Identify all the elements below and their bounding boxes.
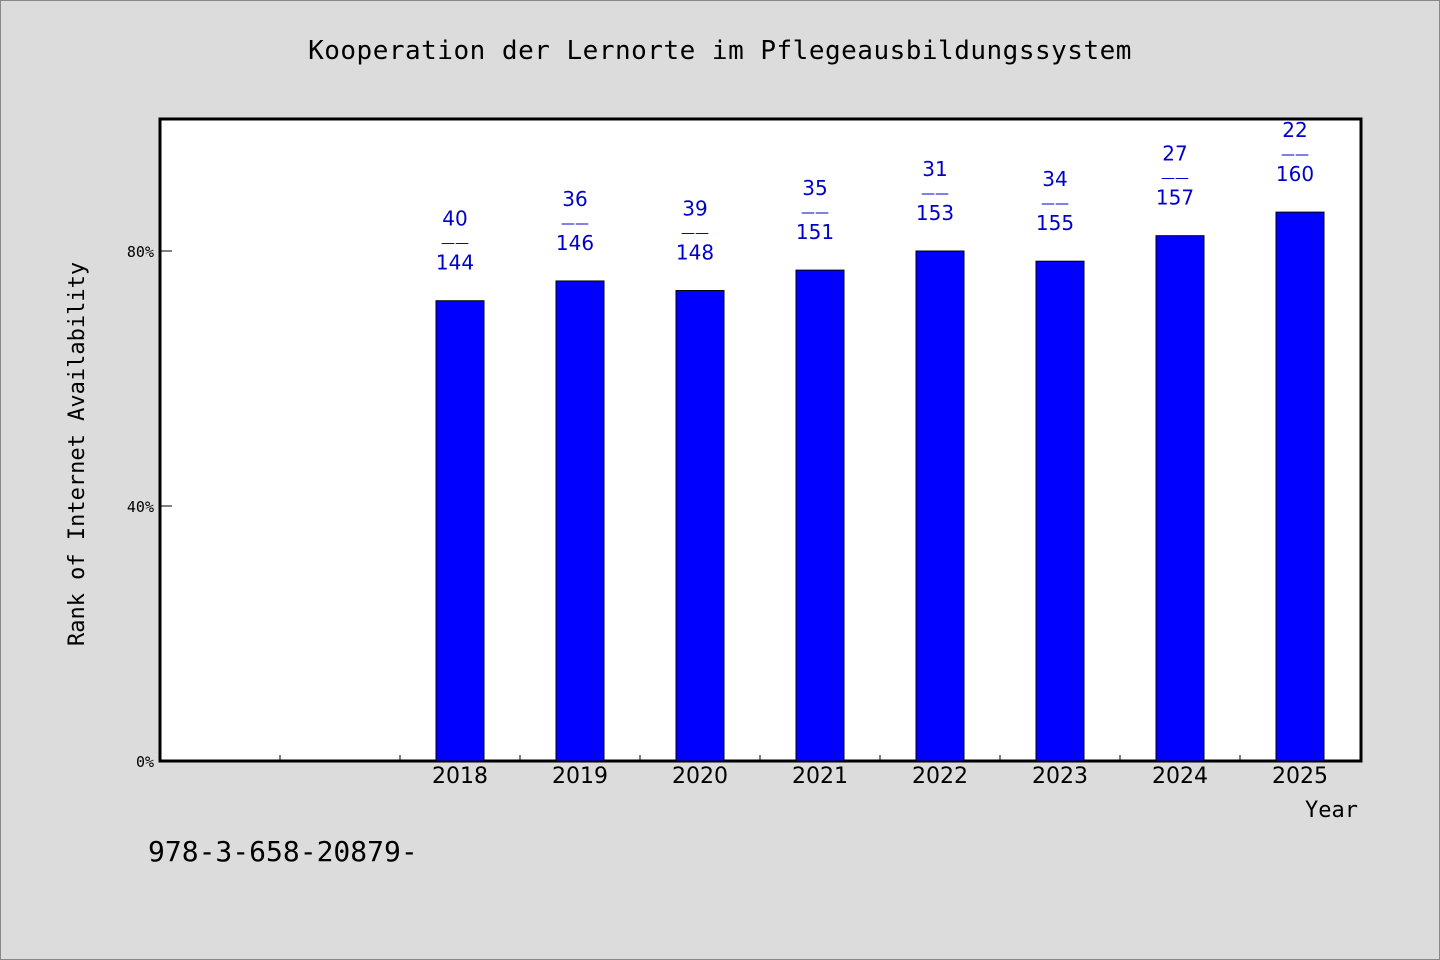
data-label-separator: ——	[801, 205, 829, 221]
data-label-separator: ——	[441, 236, 469, 252]
x-tick-label: 2019	[552, 764, 608, 789]
data-label-top: 35	[802, 176, 827, 200]
x-tick-label: 2021	[792, 764, 848, 789]
data-label-separator: ——	[1041, 196, 1069, 212]
data-label-top: 31	[922, 157, 947, 181]
chart-title: Kooperation der Lernorte im Pflegeausbil…	[308, 36, 1132, 66]
y-tick-label: 40%	[127, 498, 154, 516]
data-label-top: 39	[682, 197, 707, 221]
data-label-top: 34	[1042, 167, 1067, 191]
data-label-bottom: 148	[676, 241, 714, 265]
x-tick-label: 2024	[1152, 764, 1208, 789]
bar-2018	[435, 300, 485, 762]
bar-2023	[1035, 260, 1085, 762]
data-label-top: 22	[1282, 118, 1307, 142]
data-label-separator: ——	[1281, 147, 1309, 163]
y-axis-label: Rank of Internet Availability	[65, 262, 90, 646]
data-label-bottom: 155	[1036, 211, 1074, 235]
y-tick-label: 0%	[136, 753, 154, 771]
bar-2019	[555, 280, 605, 762]
y-tick-label: 80%	[127, 243, 154, 261]
bar-2025	[1275, 211, 1325, 762]
data-label-separator: ——	[681, 226, 709, 242]
data-label-bottom: 144	[436, 251, 474, 275]
x-tick-label: 2020	[672, 764, 728, 789]
x-axis-label: Year	[1305, 798, 1358, 823]
isbn-text: 978-3-658-20879-	[148, 835, 418, 868]
x-tick-label: 2022	[912, 764, 968, 789]
data-label-bottom: 146	[556, 231, 594, 255]
data-label-separator: ——	[1161, 171, 1189, 187]
x-tick-label: 2023	[1032, 764, 1088, 789]
x-tick-label: 2018	[432, 764, 488, 789]
bar-2021	[795, 269, 845, 762]
axis-ticks: 0% 40% 80% 2018 2019 2020 2021 2022 2023 2024 2025	[127, 243, 1328, 789]
data-label-top: 36	[562, 187, 587, 211]
data-label-bottom: 151	[796, 220, 834, 244]
data-labels: 40——14436——14639——14835——15131——15334——1…	[436, 118, 1314, 275]
data-label-separator: ——	[921, 186, 949, 202]
bar-2022	[915, 250, 965, 762]
x-tick-label: 2025	[1272, 764, 1328, 789]
data-label-bottom: 153	[916, 201, 954, 225]
bar-2024	[1155, 235, 1205, 762]
data-label-top: 27	[1162, 142, 1187, 166]
bar-2020	[675, 290, 725, 762]
data-label-top: 40	[442, 207, 467, 231]
data-label-separator: ——	[561, 216, 589, 232]
data-label-bottom: 160	[1276, 162, 1314, 186]
bars	[435, 211, 1325, 762]
data-label-bottom: 157	[1156, 186, 1194, 210]
